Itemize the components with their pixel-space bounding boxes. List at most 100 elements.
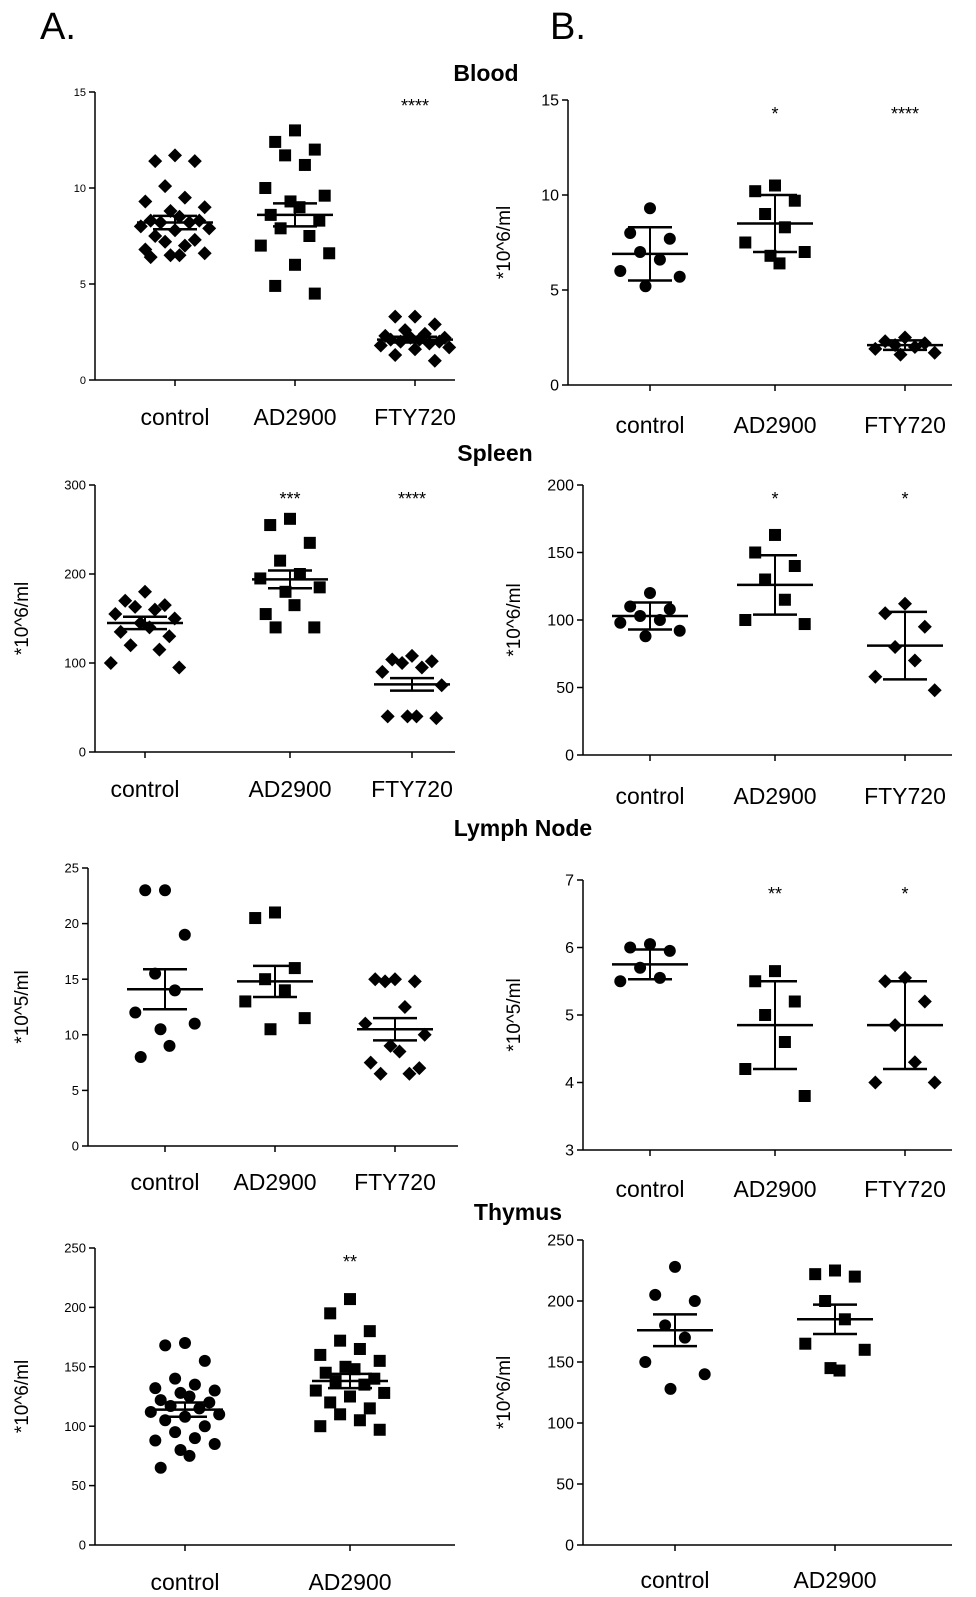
chart-3-y-tick-label: 100: [547, 613, 574, 630]
chart-0-point: [148, 229, 163, 243]
chart-2-x-tick-label: AD2900: [248, 776, 331, 802]
chart-5-significance-label: **: [768, 884, 782, 904]
chart-0-point: [318, 189, 331, 202]
chart-7-point: [799, 1337, 812, 1350]
chart-2-point: [264, 519, 277, 532]
chart-3-y-tick-label: 50: [556, 680, 574, 697]
chart-1-x-tick-label: control: [615, 412, 684, 438]
chart-7-point: [809, 1268, 822, 1281]
chart-0-point: [202, 221, 217, 236]
chart-4-x-tick-label: AD2900: [233, 1169, 316, 1195]
chart-5-point: [644, 938, 656, 951]
chart-0-point: [138, 194, 153, 209]
chart-6-point: [188, 1432, 201, 1445]
chart-6-point: [314, 1348, 327, 1361]
chart-2-point: [409, 709, 424, 724]
chart-6-point: [188, 1378, 201, 1391]
chart-0-point: [158, 179, 173, 194]
chart-6-y-tick-label: 250: [64, 1241, 86, 1256]
chart-4-point: [417, 1027, 432, 1042]
chart-3-point: [788, 560, 801, 572]
chart-2-point: [414, 660, 429, 675]
chart-6-point: [348, 1363, 361, 1376]
chart-6-x-tick-label: AD2900: [308, 1569, 391, 1595]
chart-7-y-tick-label: 150: [547, 1355, 574, 1372]
chart-3-point: [739, 614, 752, 626]
chart-4-point: [249, 912, 262, 925]
chart-6-point: [169, 1372, 182, 1385]
chart-2-point: [395, 656, 410, 670]
chart-7-point: [669, 1260, 681, 1273]
chart-0-point: [388, 309, 403, 324]
chart-5-point: [798, 1090, 811, 1102]
chart-7-y-tick-label: 0: [565, 1538, 574, 1555]
chart-4-y-tick-label: 25: [65, 861, 79, 876]
chart-0-y-tick-label: 15: [74, 87, 86, 99]
chart-0-y-tick-label: 10: [74, 183, 86, 195]
chart-2-point: [157, 598, 172, 613]
chart-2-y-label: *10^6/ml: [12, 582, 33, 655]
chart-1-point: [739, 236, 752, 249]
panel-letter-a: A.: [40, 6, 76, 48]
chart-5-y-tick-label: 6: [565, 940, 574, 957]
chart-5-y-tick-label: 7: [565, 873, 574, 890]
chart-4-point: [363, 1055, 378, 1070]
chart-3-y-tick-label: 0: [565, 748, 574, 765]
chart-6-point: [363, 1325, 376, 1338]
chart-4-point: [149, 967, 162, 980]
chart-3-y-tick-label: 150: [547, 545, 574, 562]
chart-1-significance-label: ****: [891, 104, 919, 124]
chart-5-point: [614, 975, 627, 988]
chart-1-point: [788, 194, 801, 207]
chart-4-point: [412, 1061, 427, 1076]
chart-0-point: [172, 248, 187, 263]
chart-4-point: [397, 1000, 412, 1014]
chart-1-point: [644, 202, 656, 215]
chart-7-point: [858, 1343, 871, 1356]
chart-4-point: [378, 974, 393, 989]
chart-2-point: [288, 599, 301, 612]
chart-0-point: [289, 258, 301, 271]
chart-4-point: [358, 1016, 373, 1031]
chart-6-y-tick-label: 150: [64, 1359, 86, 1374]
chart-7-y-label: *10^6/ml: [494, 1356, 515, 1429]
chart-0-point: [177, 190, 192, 205]
chart-1-y-tick-label: 15: [541, 93, 559, 110]
chart-4-point: [383, 1038, 398, 1053]
chart-0-point: [168, 148, 182, 163]
chart-0-y-tick-label: 5: [80, 279, 86, 291]
chart-6-point: [169, 1426, 182, 1439]
chart-0-point: [197, 200, 212, 215]
chart-3-x-tick-label: control: [615, 783, 684, 809]
chart-6-point: [344, 1293, 356, 1306]
chart-6-point: [144, 1405, 157, 1418]
chart-5-y-tick-label: 5: [565, 1008, 574, 1025]
chart-2-point: [172, 660, 187, 675]
chart-5-point: [769, 965, 781, 978]
chart-1-point: [639, 280, 652, 293]
chart-6-point: [334, 1334, 347, 1347]
chart-2-y-tick-label: 0: [79, 745, 86, 760]
chart-6-point: [203, 1396, 216, 1409]
chart-4-point: [269, 906, 281, 919]
chart-3-x-tick-label: FTY720: [864, 783, 946, 809]
chart-6-y-label: *10^6/ml: [12, 1360, 33, 1433]
chart-6-point: [149, 1434, 162, 1447]
chart-0-point: [254, 239, 267, 252]
chart-0-point: [187, 232, 202, 247]
chart-4-point: [239, 995, 252, 1008]
chart-0-point: [163, 204, 178, 219]
chart-4-point: [264, 1023, 277, 1036]
chart-5-point: [907, 1055, 922, 1070]
chart-4-point: [388, 972, 402, 987]
chart-0-point: [192, 213, 207, 228]
chart-3-point: [673, 624, 686, 637]
chart-0-point: [442, 340, 457, 355]
chart-0-point: [177, 238, 192, 253]
chart-2-point: [274, 554, 287, 567]
chart-1-point: [769, 179, 781, 192]
chart-1-point: [764, 249, 777, 262]
chart-2-point: [380, 709, 395, 724]
chart-2-significance-label: ****: [398, 489, 426, 509]
chart-6-point: [174, 1443, 187, 1456]
